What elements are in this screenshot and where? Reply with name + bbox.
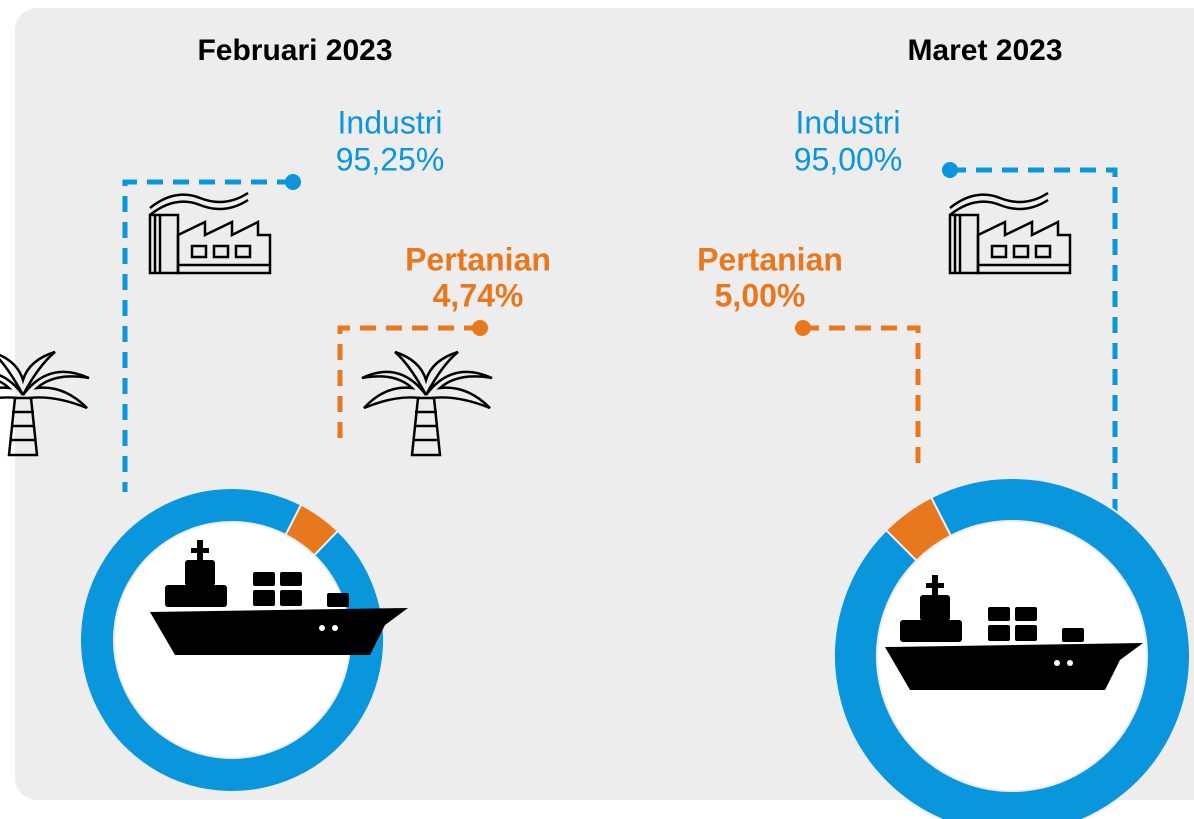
leaders xyxy=(122,167,1118,515)
leader-dot xyxy=(285,174,301,190)
value-label: 4,74% xyxy=(433,277,524,313)
value-label: 95,00% xyxy=(794,141,903,177)
category-label: Industri xyxy=(796,104,901,140)
donut-segment xyxy=(79,486,385,793)
category-label: Pertanian xyxy=(697,241,843,277)
chart-title: Maret 2023 xyxy=(907,34,1062,67)
leader xyxy=(337,325,480,445)
donut-segment xyxy=(884,496,953,562)
leader-dot xyxy=(795,320,811,336)
chart-title: Februari 2023 xyxy=(197,34,392,67)
leader xyxy=(803,325,921,465)
donut-segment xyxy=(284,503,340,557)
category-label: Industri xyxy=(338,104,443,140)
leader-dot xyxy=(942,162,958,178)
leader xyxy=(122,179,293,492)
value-label: 5,00% xyxy=(715,277,806,313)
leader xyxy=(950,167,1118,515)
donut-segment xyxy=(833,477,1191,819)
leader-dot xyxy=(472,320,488,336)
value-label: 95,25% xyxy=(336,141,445,177)
category-label: Pertanian xyxy=(405,241,551,277)
